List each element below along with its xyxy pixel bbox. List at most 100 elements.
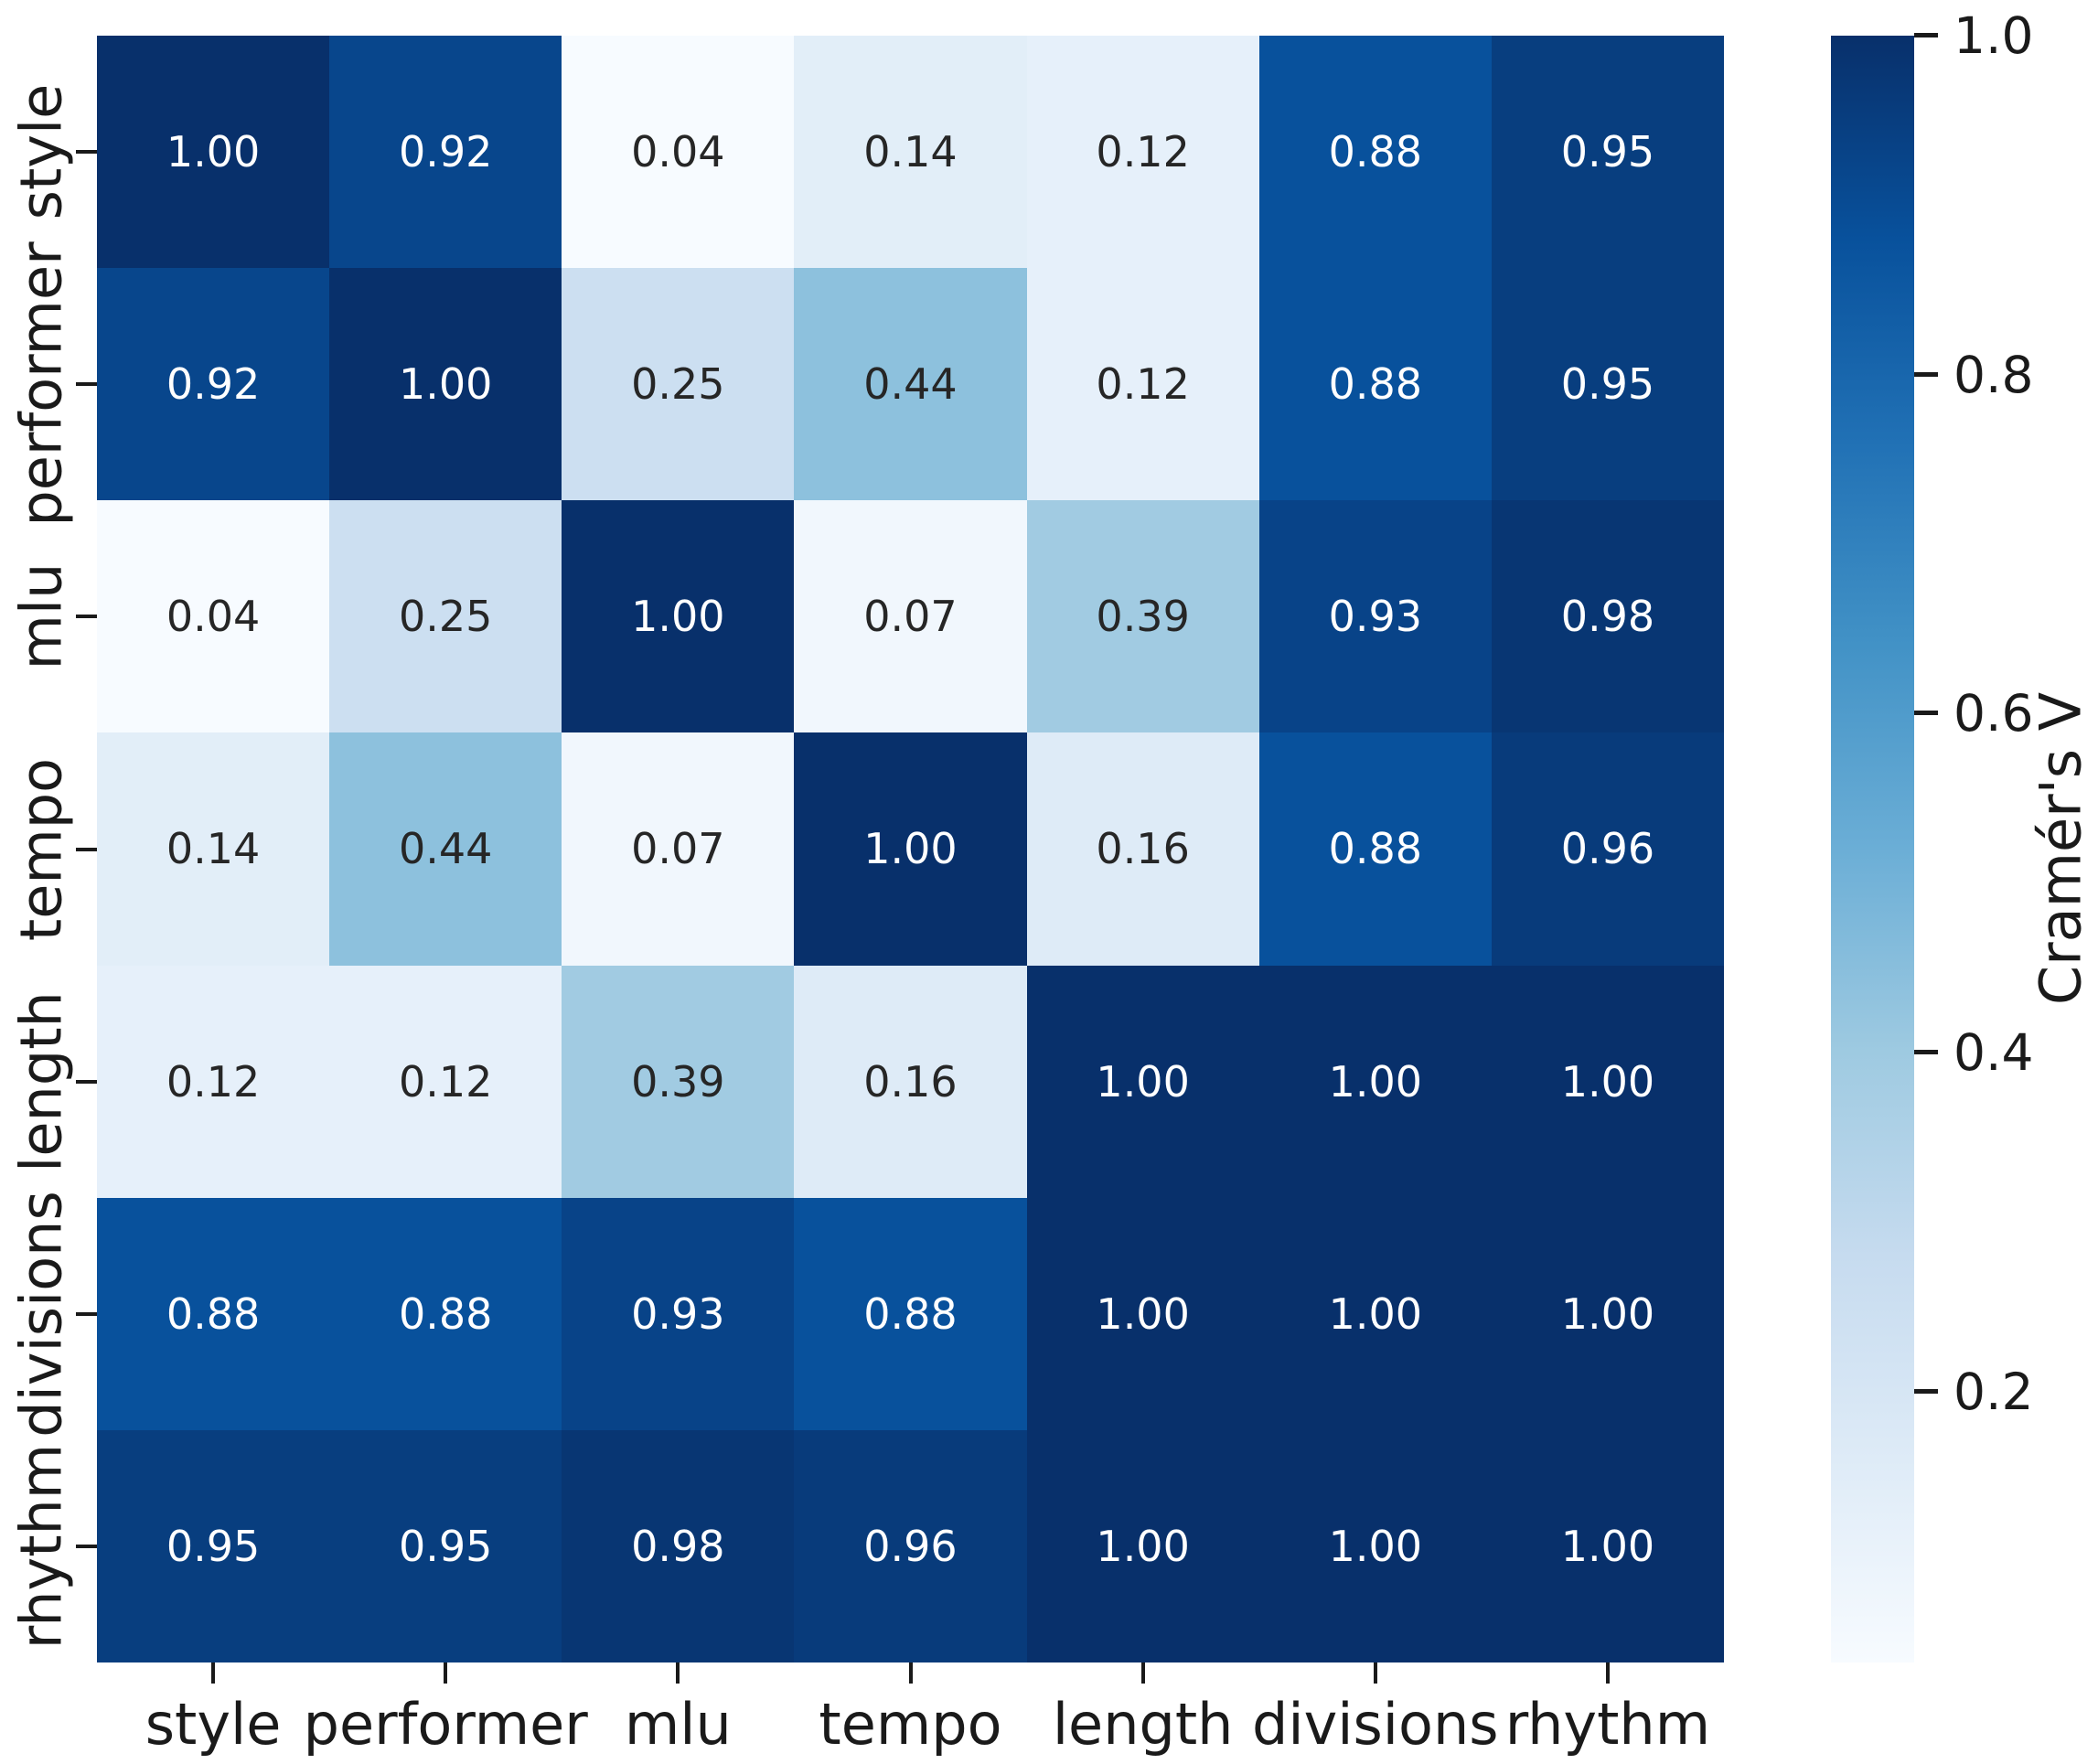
heatmap-cell-mlu-length: 0.39 [1026, 500, 1259, 733]
y-tick-style [76, 150, 97, 155]
heatmap-cell-style-mlu: 0.04 [562, 36, 795, 269]
heatmap-cell-length-tempo: 0.16 [794, 965, 1027, 1198]
heatmap-cell-divisions-performer: 0.88 [329, 1197, 562, 1430]
heatmap-cell-rhythm-mlu: 0.98 [562, 1429, 795, 1662]
heatmap-cell-tempo-mlu: 0.07 [562, 732, 795, 966]
x-tick-performer [444, 1662, 448, 1684]
heatmap-cell-length-rhythm: 1.00 [1491, 965, 1724, 1198]
heatmap-cell-style-tempo: 0.14 [794, 36, 1027, 269]
cell-value: 0.12 [399, 1056, 493, 1107]
cell-value: 1.00 [1560, 1521, 1655, 1571]
cell-value: 1.00 [1328, 1521, 1422, 1571]
y-axis-label-tempo: tempo [7, 757, 75, 941]
cell-value: 0.88 [1328, 824, 1422, 874]
colorbar-tick-0.2 [1914, 1388, 1938, 1394]
cell-value: 0.98 [1560, 592, 1655, 642]
colorbar-tick-1.0 [1914, 33, 1938, 37]
x-tick-length [1140, 1662, 1145, 1684]
cell-value: 0.88 [1328, 359, 1422, 410]
y-tick-performer [76, 382, 97, 387]
heatmap-cell-tempo-tempo: 1.00 [794, 732, 1027, 966]
cell-value: 0.96 [1560, 824, 1655, 874]
x-axis-label-divisions: divisions [1252, 1691, 1499, 1758]
cell-value: 1.00 [1096, 1288, 1190, 1339]
heatmap-cell-rhythm-length: 1.00 [1026, 1429, 1259, 1662]
colorbar-tick-label-0.6: 0.6 [1953, 684, 2034, 743]
heatmap-cell-performer-style: 0.92 [97, 268, 330, 501]
heatmap-cell-rhythm-style: 0.95 [97, 1429, 330, 1662]
heatmap-cell-style-performer: 0.92 [329, 36, 562, 269]
heatmap-cell-tempo-style: 0.14 [97, 732, 330, 966]
heatmap-cell-length-performer: 0.12 [329, 965, 562, 1198]
cell-value: 0.25 [399, 592, 493, 642]
cell-value: 1.00 [1328, 1288, 1422, 1339]
y-tick-divisions [76, 1311, 97, 1316]
cell-value: 0.07 [631, 824, 725, 874]
y-tick-length [76, 1079, 97, 1084]
heatmap-cell-length-style: 0.12 [97, 965, 330, 1198]
cell-value: 0.88 [863, 1288, 958, 1339]
colorbar-gradient [1831, 36, 1914, 1662]
cell-value: 0.98 [631, 1521, 725, 1571]
cell-value: 0.95 [166, 1521, 261, 1571]
colorbar-tick-0.6 [1914, 711, 1938, 716]
cell-value: 0.44 [399, 824, 493, 874]
x-axis-label-mlu: mlu [624, 1691, 732, 1758]
cell-value: 0.07 [863, 592, 958, 642]
y-tick-rhythm [76, 1544, 97, 1548]
cell-value: 0.92 [166, 359, 261, 410]
heatmap-grid: 1.00 0.92 0.04 0.14 0.12 0.88 0.95 0.92 1.00 0.25… [97, 36, 1724, 1662]
cell-value: 1.00 [1096, 1521, 1190, 1571]
x-tick-mlu [676, 1662, 680, 1684]
colorbar-tick-0.8 [1914, 371, 1938, 377]
colorbar-tick-label-1.0: 1.0 [1953, 6, 2034, 65]
colorbar-axis-label: Cramér's V [2028, 692, 2094, 1005]
x-axis-label-rhythm: rhythm [1504, 1691, 1711, 1758]
y-tick-mlu [76, 615, 97, 619]
heatmap-cell-divisions-rhythm: 1.00 [1491, 1197, 1724, 1430]
heatmap-cell-divisions-mlu: 0.93 [562, 1197, 795, 1430]
cell-value: 0.14 [166, 824, 261, 874]
cell-value: 0.39 [1096, 592, 1190, 642]
cell-value: 1.00 [1328, 1056, 1422, 1107]
x-axis-label-performer: performer [303, 1691, 588, 1758]
colorbar-tick-0.4 [1914, 1049, 1938, 1054]
cell-value: 0.39 [631, 1056, 725, 1107]
heatmap-cell-style-style: 1.00 [97, 36, 330, 269]
heatmap-cell-tempo-rhythm: 0.96 [1491, 732, 1724, 966]
heatmap-cell-mlu-divisions: 0.93 [1258, 500, 1492, 733]
cell-value: 0.14 [863, 127, 958, 177]
cell-value: 1.00 [863, 824, 958, 874]
y-axis-label-divisions: divisions [7, 1191, 75, 1438]
cell-value: 0.04 [631, 127, 725, 177]
y-tick-tempo [76, 847, 97, 851]
cell-value: 0.92 [399, 127, 493, 177]
x-tick-style [211, 1662, 216, 1684]
cell-value: 0.93 [631, 1288, 725, 1339]
x-tick-tempo [908, 1662, 913, 1684]
y-axis-label-style: style [7, 83, 75, 220]
cell-value: 0.88 [1328, 127, 1422, 177]
x-tick-rhythm [1605, 1662, 1610, 1684]
y-axis-label-performer: performer [7, 241, 75, 527]
cell-value: 1.00 [399, 359, 493, 410]
heatmap-cell-rhythm-tempo: 0.96 [794, 1429, 1027, 1662]
heatmap-cell-tempo-performer: 0.44 [329, 732, 562, 966]
heatmap-cell-length-divisions: 1.00 [1258, 965, 1492, 1198]
cell-value: 1.00 [166, 127, 261, 177]
heatmap-cell-length-mlu: 0.39 [562, 965, 795, 1198]
heatmap-cell-performer-tempo: 0.44 [794, 268, 1027, 501]
heatmap-cell-rhythm-divisions: 1.00 [1258, 1429, 1492, 1662]
cell-value: 0.12 [1096, 127, 1190, 177]
cell-value: 1.00 [1096, 1056, 1190, 1107]
cell-value: 0.88 [399, 1288, 493, 1339]
cell-value: 0.88 [166, 1288, 261, 1339]
heatmap-cell-mlu-mlu: 1.00 [562, 500, 795, 733]
colorbar-tick-label-0.8: 0.8 [1953, 345, 2034, 404]
y-axis-label-mlu: mlu [7, 562, 75, 670]
heatmap-cell-length-length: 1.00 [1026, 965, 1259, 1198]
cell-value: 0.95 [1560, 359, 1655, 410]
heatmap-cell-performer-mlu: 0.25 [562, 268, 795, 501]
heatmap-cell-divisions-style: 0.88 [97, 1197, 330, 1430]
